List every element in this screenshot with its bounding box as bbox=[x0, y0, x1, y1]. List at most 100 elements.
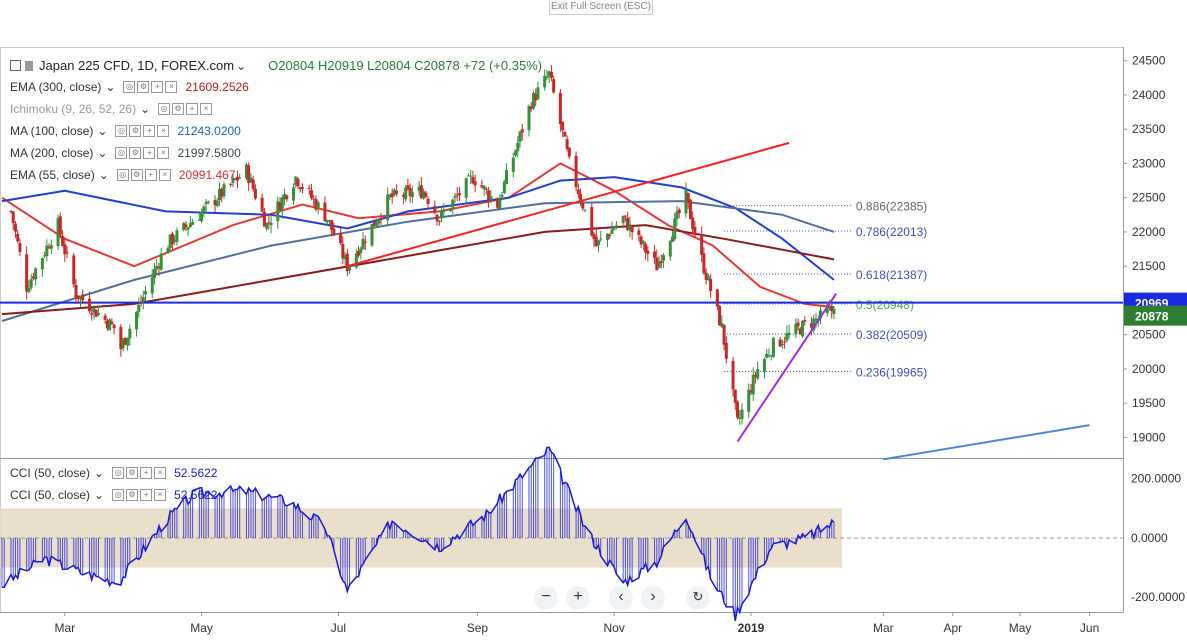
legend-control-icon[interactable]: ◎ bbox=[112, 467, 125, 479]
candle-body bbox=[222, 184, 226, 197]
legend-control-icon[interactable]: × bbox=[154, 489, 167, 501]
scroll-left-button[interactable]: ‹ bbox=[609, 586, 633, 610]
candle-body bbox=[278, 202, 282, 211]
candle-body bbox=[108, 319, 112, 331]
candle-body bbox=[668, 241, 672, 257]
indicator-legend-row[interactable]: MA (200, close) ⌄ ◎ ⚙ + × 21997.5800 bbox=[10, 146, 241, 160]
candle-body bbox=[487, 190, 491, 201]
candle-body bbox=[47, 247, 51, 249]
symbol-label[interactable]: Japan 225 CFD, 1D, FOREX.com bbox=[39, 58, 235, 73]
indicator-label[interactable]: MA (100, close) bbox=[10, 124, 94, 138]
candle-body bbox=[691, 217, 695, 230]
zoom-out-button[interactable]: − bbox=[534, 586, 558, 610]
indicator-legend-row[interactable]: MA (100, close) ⌄ ◎ ⚙ + × 21243.0200 bbox=[10, 124, 241, 138]
legend-control-icon[interactable]: ◎ bbox=[123, 81, 136, 93]
candle-body bbox=[780, 343, 784, 345]
candle-body bbox=[9, 211, 13, 213]
legend-controls[interactable]: ◎ ⚙ + × bbox=[115, 125, 171, 137]
candle-body bbox=[435, 214, 439, 221]
chevron-down-icon[interactable]: ⌄ bbox=[94, 466, 105, 480]
legend-controls[interactable]: ◎ ⚙ + × bbox=[158, 103, 214, 115]
indicator-legend-row[interactable]: Ichimoku (9, 26, 52, 26) ⌄ ◎ ⚙ + × bbox=[10, 102, 220, 116]
legend-control-icon[interactable]: × bbox=[200, 103, 213, 115]
reset-chart-button[interactable]: ↻ bbox=[686, 586, 710, 610]
legend-control-icon[interactable]: ◎ bbox=[158, 103, 171, 115]
symbol-legend: Japan 225 CFD, 1D, FOREX.com ⌄ O20804 H2… bbox=[10, 58, 542, 73]
candle-body bbox=[231, 177, 235, 183]
legend-control-icon[interactable]: + bbox=[140, 489, 153, 501]
candle-body bbox=[581, 202, 585, 209]
indicator-legend-row[interactable]: EMA (300, close) ⌄ ◎ ⚙ + × 21609.2526 bbox=[10, 80, 249, 94]
legend-control-icon[interactable]: + bbox=[143, 125, 156, 137]
candle-body bbox=[787, 332, 791, 335]
exit-fullscreen-button[interactable]: Exit Full Screen (ESC) bbox=[549, 0, 653, 15]
legend-control-icon[interactable]: ⚙ bbox=[126, 467, 139, 479]
legend-controls[interactable]: ◎ ⚙ + × bbox=[112, 467, 168, 479]
cci-legend-row[interactable]: CCI (50, close) ⌄ ◎ ⚙ + × 52.5622 bbox=[10, 488, 217, 502]
y-tick-label: 23500 bbox=[1132, 122, 1166, 136]
chevron-down-icon[interactable]: ⌄ bbox=[140, 102, 151, 116]
candle-body bbox=[135, 312, 139, 330]
candle-body bbox=[498, 199, 502, 209]
indicator-legend-row[interactable]: EMA (55, close) ⌄ ◎ ⚙ + × 20991.467 bbox=[10, 168, 236, 182]
legend-control-icon[interactable]: ◎ bbox=[115, 125, 128, 137]
candle-body bbox=[18, 243, 22, 252]
legend-control-icon[interactable]: ⚙ bbox=[129, 125, 142, 137]
candle-body bbox=[13, 223, 17, 232]
chevron-down-icon[interactable]: ⌄ bbox=[236, 58, 247, 73]
chevron-down-icon[interactable]: ⌄ bbox=[97, 124, 108, 138]
legend-control-icon[interactable]: + bbox=[140, 467, 153, 479]
candle-body bbox=[626, 217, 630, 231]
legend-control-icon[interactable]: + bbox=[143, 147, 156, 159]
red-trendline bbox=[347, 141, 790, 268]
chevron-down-icon[interactable]: ⌄ bbox=[105, 80, 116, 94]
candle-body bbox=[785, 333, 789, 341]
legend-control-icon[interactable]: + bbox=[151, 81, 164, 93]
candle-body bbox=[141, 297, 145, 302]
legend-control-icon[interactable]: ⚙ bbox=[130, 169, 143, 181]
legend-controls[interactable]: ◎ ⚙ + × bbox=[112, 489, 168, 501]
fib-level-label: 0.5(20948) bbox=[856, 298, 914, 312]
legend-control-icon[interactable]: ⚙ bbox=[137, 81, 150, 93]
legend-control-icon[interactable]: ◎ bbox=[112, 489, 125, 501]
legend-control-icon[interactable]: × bbox=[158, 169, 171, 181]
legend-control-icon[interactable]: + bbox=[144, 169, 157, 181]
zoom-in-button[interactable]: + bbox=[566, 586, 590, 610]
candle-body bbox=[339, 233, 343, 244]
candle-body bbox=[235, 176, 239, 181]
chevron-down-icon[interactable]: ⌄ bbox=[94, 488, 105, 502]
indicator-label[interactable]: EMA (300, close) bbox=[10, 80, 102, 94]
legend-controls[interactable]: ◎ ⚙ + × bbox=[116, 169, 173, 181]
chevron-down-icon[interactable]: ⌄ bbox=[98, 168, 109, 182]
chevron-down-icon[interactable]: ⌄ bbox=[97, 146, 108, 160]
cci-legend-row[interactable]: CCI (50, close) ⌄ ◎ ⚙ + × 52.5622 bbox=[10, 466, 217, 480]
legend-controls[interactable]: ◎ ⚙ + × bbox=[115, 147, 171, 159]
legend-control-icon[interactable]: + bbox=[186, 103, 199, 115]
cci-value: 52.5622 bbox=[174, 488, 218, 502]
cci-label[interactable]: CCI (50, close) bbox=[10, 488, 91, 502]
legend-control-icon[interactable]: × bbox=[165, 81, 178, 93]
legend-control-icon[interactable]: ⚙ bbox=[126, 489, 139, 501]
candle-body bbox=[628, 224, 632, 231]
candle-body bbox=[406, 185, 410, 190]
indicator-label[interactable]: MA (200, close) bbox=[10, 146, 94, 160]
scroll-right-button[interactable]: › bbox=[641, 586, 665, 610]
legend-control-icon[interactable]: × bbox=[157, 125, 170, 137]
indicator-label[interactable]: EMA (55, close) bbox=[10, 168, 95, 182]
candle-body bbox=[392, 189, 396, 196]
cci-label[interactable]: CCI (50, close) bbox=[10, 466, 91, 480]
collapse-icon[interactable] bbox=[10, 60, 21, 71]
legend-controls[interactable]: ◎ ⚙ + × bbox=[123, 81, 179, 93]
legend-control-icon[interactable]: ◎ bbox=[116, 169, 129, 181]
legend-control-icon[interactable]: ⚙ bbox=[129, 147, 142, 159]
legend-control-icon[interactable]: ◎ bbox=[115, 147, 128, 159]
legend-control-icon[interactable]: ⚙ bbox=[172, 103, 185, 115]
legend-control-icon[interactable]: × bbox=[154, 467, 167, 479]
indicator-label[interactable]: Ichimoku (9, 26, 52, 26) bbox=[10, 102, 137, 116]
candle-body bbox=[496, 198, 500, 208]
candle-body bbox=[56, 218, 60, 247]
candle-body bbox=[144, 291, 148, 295]
legend-control-icon[interactable]: × bbox=[157, 147, 170, 159]
candle-body bbox=[267, 222, 271, 224]
